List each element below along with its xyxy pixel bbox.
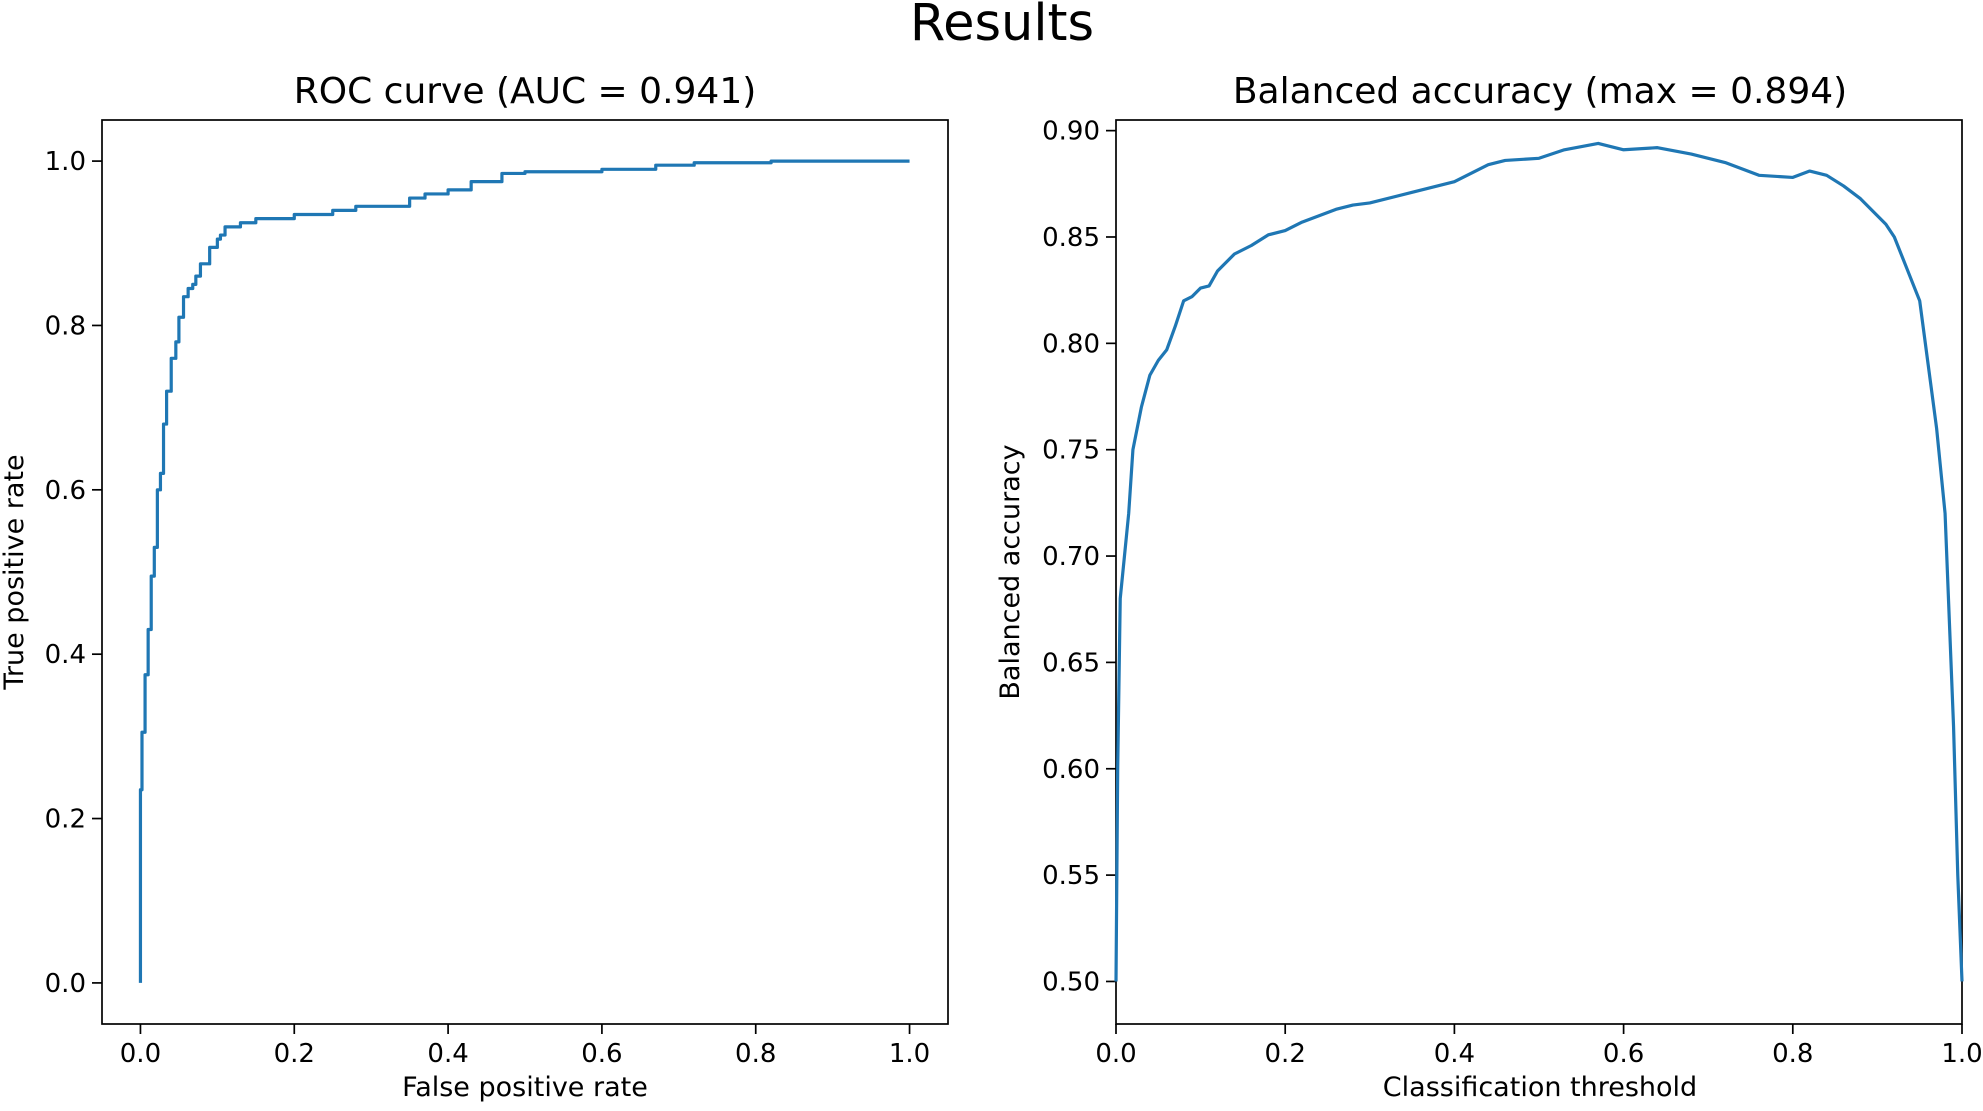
balanced-accuracy-axes: Balanced accuracy (max = 0.894) 0.0 0.2 0.… bbox=[995, 71, 1983, 1103]
roc-x-tick-label: 0.4 bbox=[427, 1039, 468, 1069]
roc-x-tick-label: 0.6 bbox=[581, 1039, 622, 1069]
roc-x-tick-label: 1.0 bbox=[889, 1039, 930, 1069]
balanced-accuracy-plot-frame bbox=[1115, 119, 1963, 1025]
roc-y-tick-label: 0.6 bbox=[45, 476, 86, 506]
balanced-accuracy-y-tick-label: 0.75 bbox=[1042, 436, 1100, 466]
roc-y-axis-label: True positive rate bbox=[0, 454, 30, 690]
roc-y-tick-label: 0.0 bbox=[45, 969, 86, 999]
balanced-accuracy-x-tick-label: 0.2 bbox=[1265, 1039, 1306, 1069]
roc-curve-line bbox=[138, 159, 910, 983]
roc-x-tick-label: 0.8 bbox=[735, 1039, 776, 1069]
balanced-accuracy-x-tick-label: 1.0 bbox=[1941, 1039, 1982, 1069]
balanced-accuracy-x-tick-label: 0.0 bbox=[1095, 1039, 1136, 1069]
roc-axes: ROC curve (AUC = 0.941) 0.0 0.2 0.4 0.6 0.8 1… bbox=[0, 71, 949, 1103]
balanced-accuracy-y-tick-label: 0.60 bbox=[1042, 755, 1100, 785]
roc-x-axis-label: False positive rate bbox=[402, 1072, 648, 1103]
balanced-accuracy-y-tick-label: 0.80 bbox=[1042, 329, 1100, 359]
balanced-accuracy-y-tick-label: 0.50 bbox=[1042, 967, 1100, 997]
balanced-accuracy-y-tick-label: 0.65 bbox=[1042, 648, 1100, 678]
roc-y-tick-label: 0.4 bbox=[45, 640, 86, 670]
balanced-accuracy-curve-line bbox=[1114, 141, 1964, 982]
balanced-accuracy-x-ticks: 0.0 0.2 0.4 0.6 0.8 1.0 bbox=[1095, 1024, 1983, 1069]
roc-x-ticks: 0.0 0.2 0.4 0.6 0.8 1.0 bbox=[120, 1024, 930, 1069]
roc-x-tick-label: 0.2 bbox=[274, 1039, 315, 1069]
balanced-accuracy-x-tick-label: 0.4 bbox=[1434, 1039, 1475, 1069]
roc-title: ROC curve (AUC = 0.941) bbox=[294, 71, 757, 112]
balanced-accuracy-y-axis-label: Balanced accuracy bbox=[995, 444, 1026, 699]
roc-y-tick-label: 0.2 bbox=[45, 805, 86, 835]
balanced-accuracy-y-tick-label: 0.55 bbox=[1042, 861, 1100, 891]
figure-title: Results bbox=[910, 0, 1094, 53]
roc-y-tick-label: 0.8 bbox=[45, 311, 86, 341]
balanced-accuracy-title: Balanced accuracy (max = 0.894) bbox=[1233, 71, 1847, 112]
balanced-accuracy-y-tick-label: 0.70 bbox=[1042, 542, 1100, 572]
roc-plot-frame bbox=[101, 119, 949, 1025]
roc-y-ticks: 0.0 0.2 0.4 0.6 0.8 1.0 bbox=[45, 147, 102, 999]
balanced-accuracy-y-tick-label: 0.90 bbox=[1042, 117, 1100, 147]
balanced-accuracy-y-tick-label: 0.85 bbox=[1042, 223, 1100, 253]
roc-y-tick-label: 1.0 bbox=[45, 147, 86, 177]
roc-x-tick-label: 0.0 bbox=[120, 1039, 161, 1069]
balanced-accuracy-y-ticks: 0.50 0.55 0.60 0.65 0.70 0.75 0.80 0.85 0.90 bbox=[1042, 117, 1116, 997]
balanced-accuracy-x-axis-label: Classification threshold bbox=[1383, 1072, 1697, 1103]
balanced-accuracy-x-tick-label: 0.8 bbox=[1772, 1039, 1813, 1069]
balanced-accuracy-x-tick-label: 0.6 bbox=[1603, 1039, 1644, 1069]
